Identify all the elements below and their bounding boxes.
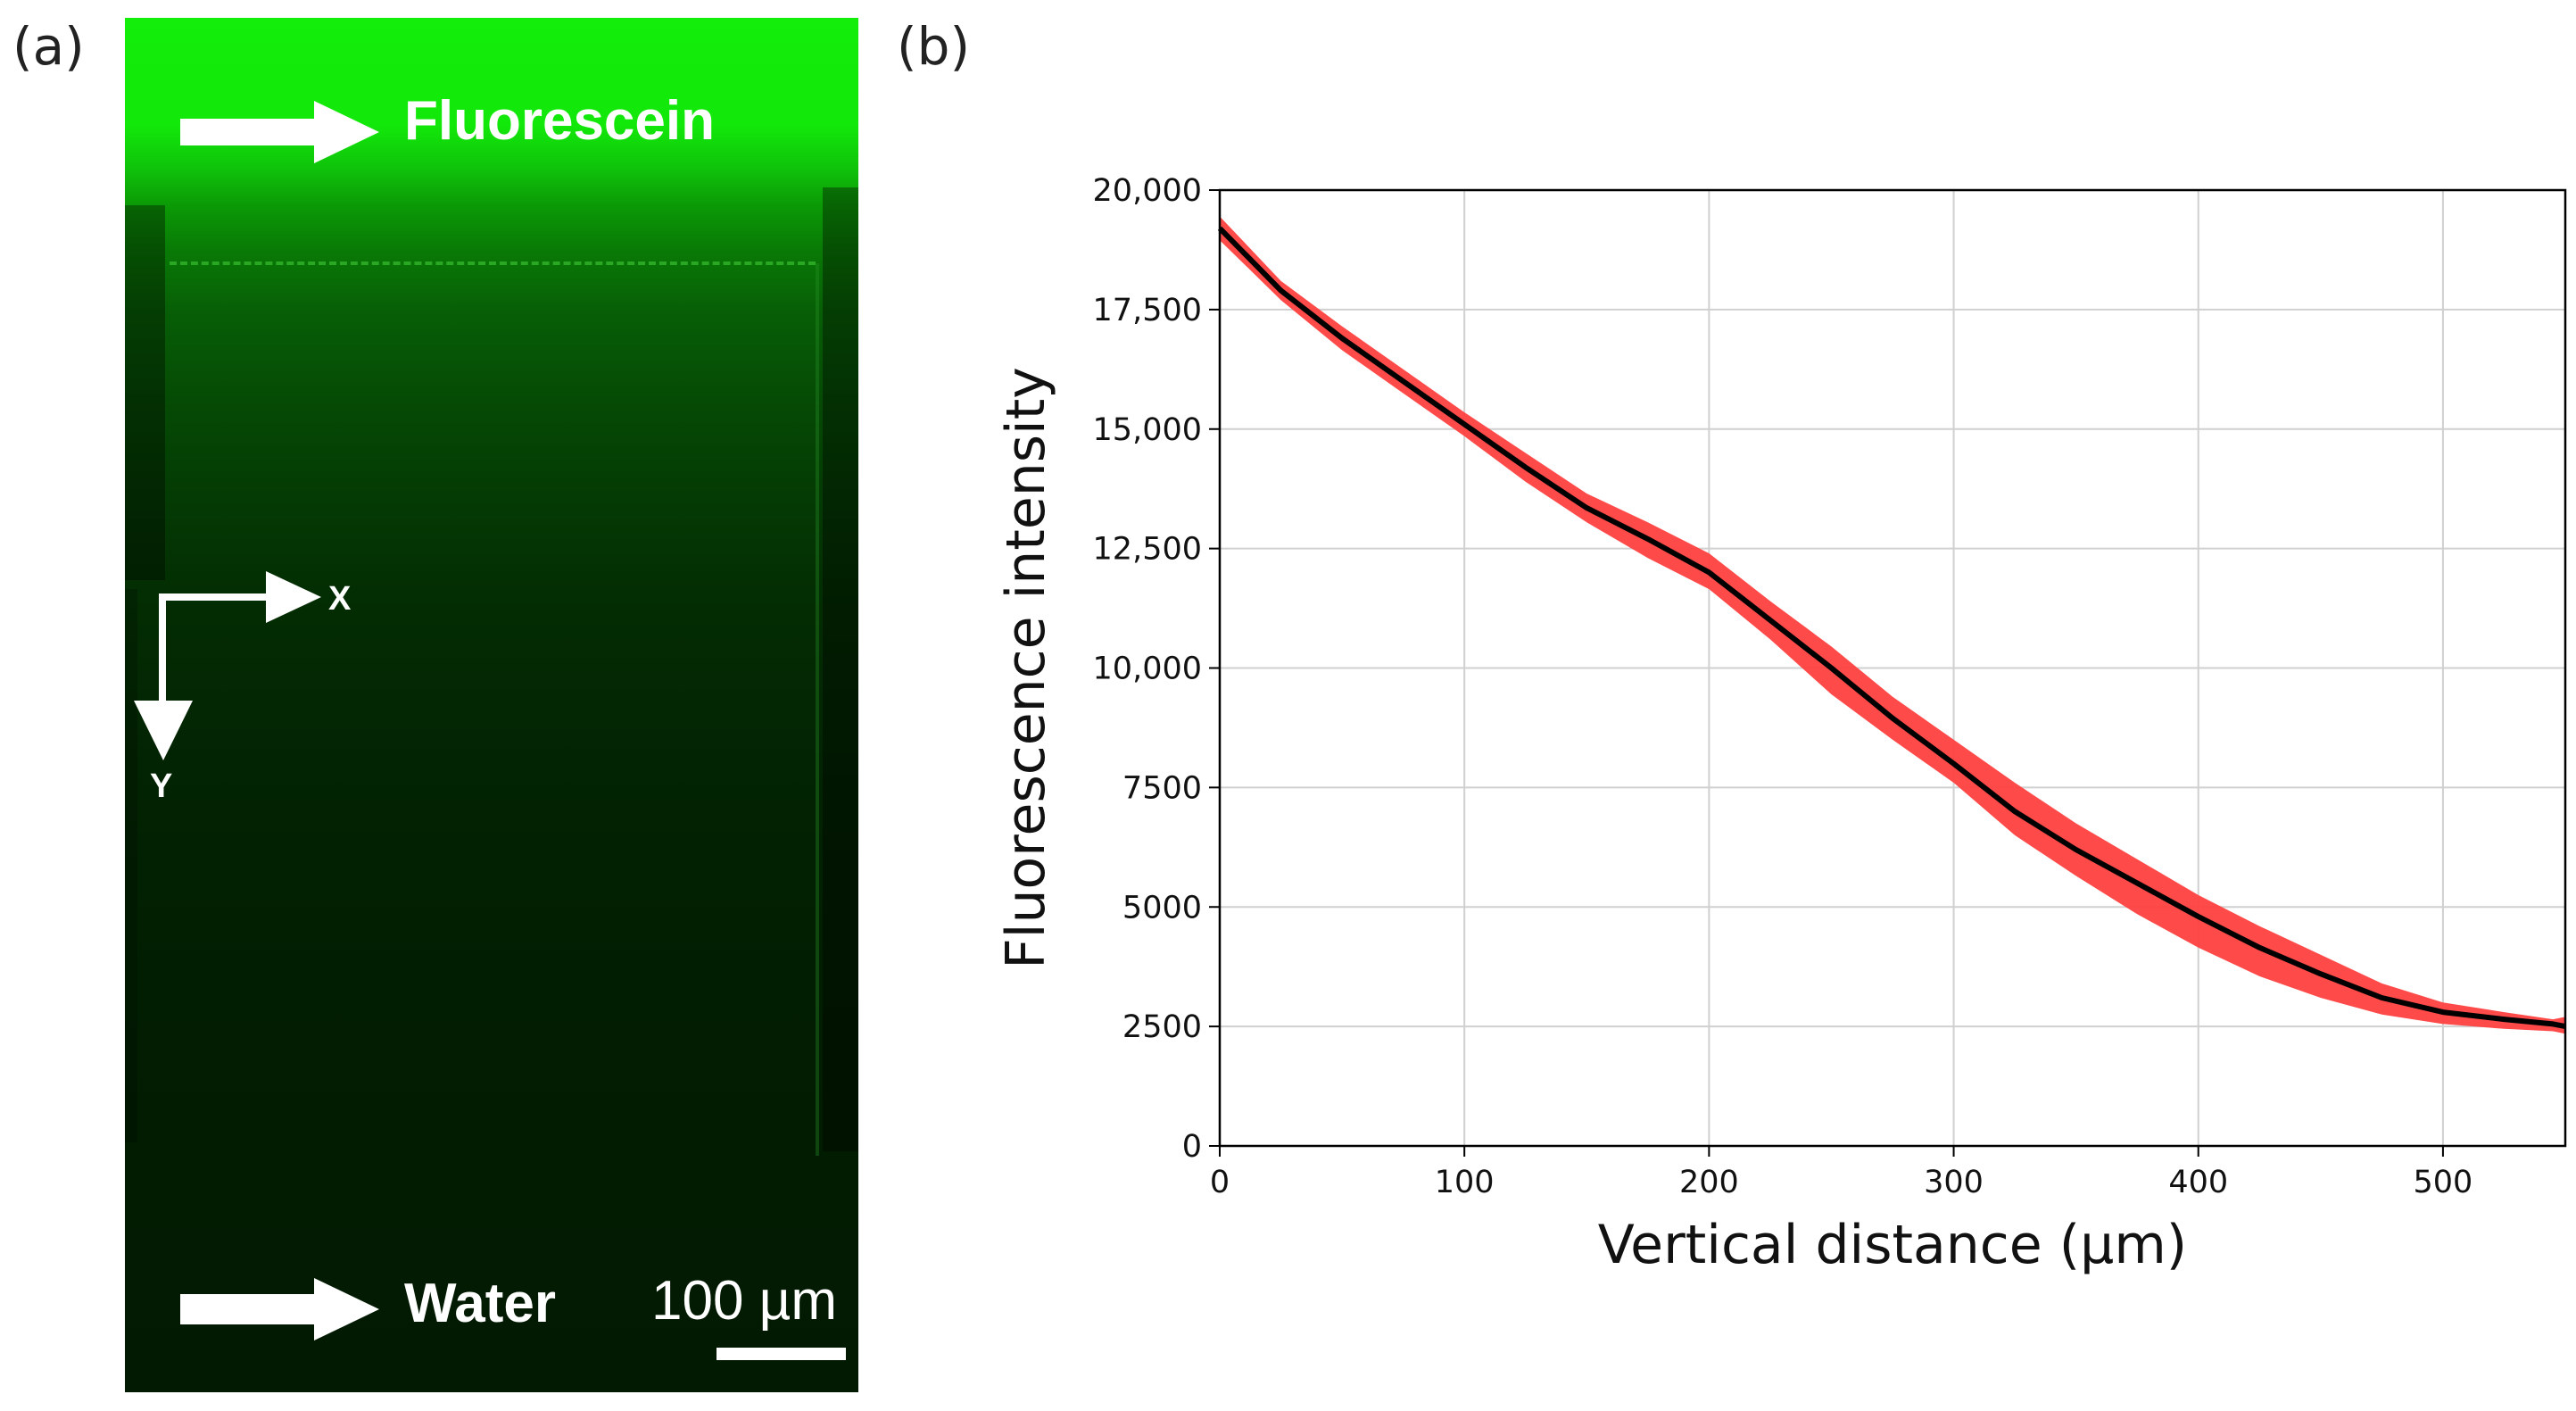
axis-x-arrow-icon	[159, 571, 321, 623]
y-tick-label: 2500	[1122, 1009, 1202, 1045]
channel-wall-right	[823, 187, 858, 1151]
y-axis-title: Fluorescence intensity	[995, 367, 1057, 968]
y-tick-label: 7500	[1122, 770, 1202, 806]
y-tick-label: 17,500	[1093, 293, 1202, 328]
membrane-side-edge	[816, 263, 819, 1156]
fluorescein-flow-arrow-icon	[180, 101, 379, 163]
y-axis-ticks: 0 2500 5000 7500 10,000 12,500 15,000 17,500 20,…	[1093, 173, 1220, 1165]
std-band	[1220, 216, 2565, 1034]
x-axis-ticks: 0 100 200 300 400 500	[1210, 1146, 2472, 1200]
axis-y-arrow-icon	[134, 593, 193, 760]
y-tick-label: 20,000	[1093, 173, 1202, 209]
mean-line	[1217, 226, 2566, 1030]
water-flow-arrow-icon	[180, 1278, 379, 1340]
fluorescein-label: Fluorescein	[404, 90, 715, 152]
water-label: Water	[404, 1273, 556, 1334]
x-tick-label: 200	[1679, 1165, 1739, 1200]
x-tick-label: 100	[1435, 1165, 1495, 1200]
scale-bar-label: 100 µm	[651, 1270, 838, 1332]
axis-y-label: Y	[150, 768, 173, 805]
x-tick-label: 400	[2168, 1165, 2228, 1200]
y-tick-label: 12,500	[1093, 532, 1202, 568]
y-tick-label: 5000	[1122, 890, 1202, 925]
channel-wall-left	[125, 205, 165, 580]
axis-x-label: X	[328, 580, 352, 618]
y-tick-label: 15,000	[1093, 412, 1202, 448]
x-tick-label: 0	[1210, 1165, 1230, 1200]
membrane-line	[170, 261, 816, 265]
micrograph-arrows	[134, 101, 379, 1340]
y-tick-label: 0	[1182, 1129, 1202, 1165]
scale-bar	[716, 1348, 846, 1360]
panel-a-label: (a)	[12, 16, 85, 77]
x-axis-title: Vertical distance (µm)	[1598, 1214, 2187, 1276]
x-tick-label: 500	[2414, 1165, 2473, 1200]
fluorescence-micrograph: Fluorescein Water 100 µm X Y	[125, 18, 858, 1392]
panel-b-label: (b)	[897, 16, 971, 77]
x-tick-label: 300	[1924, 1165, 1984, 1200]
channel-wall-left-lower	[125, 589, 137, 1142]
y-tick-label: 10,000	[1093, 652, 1202, 687]
